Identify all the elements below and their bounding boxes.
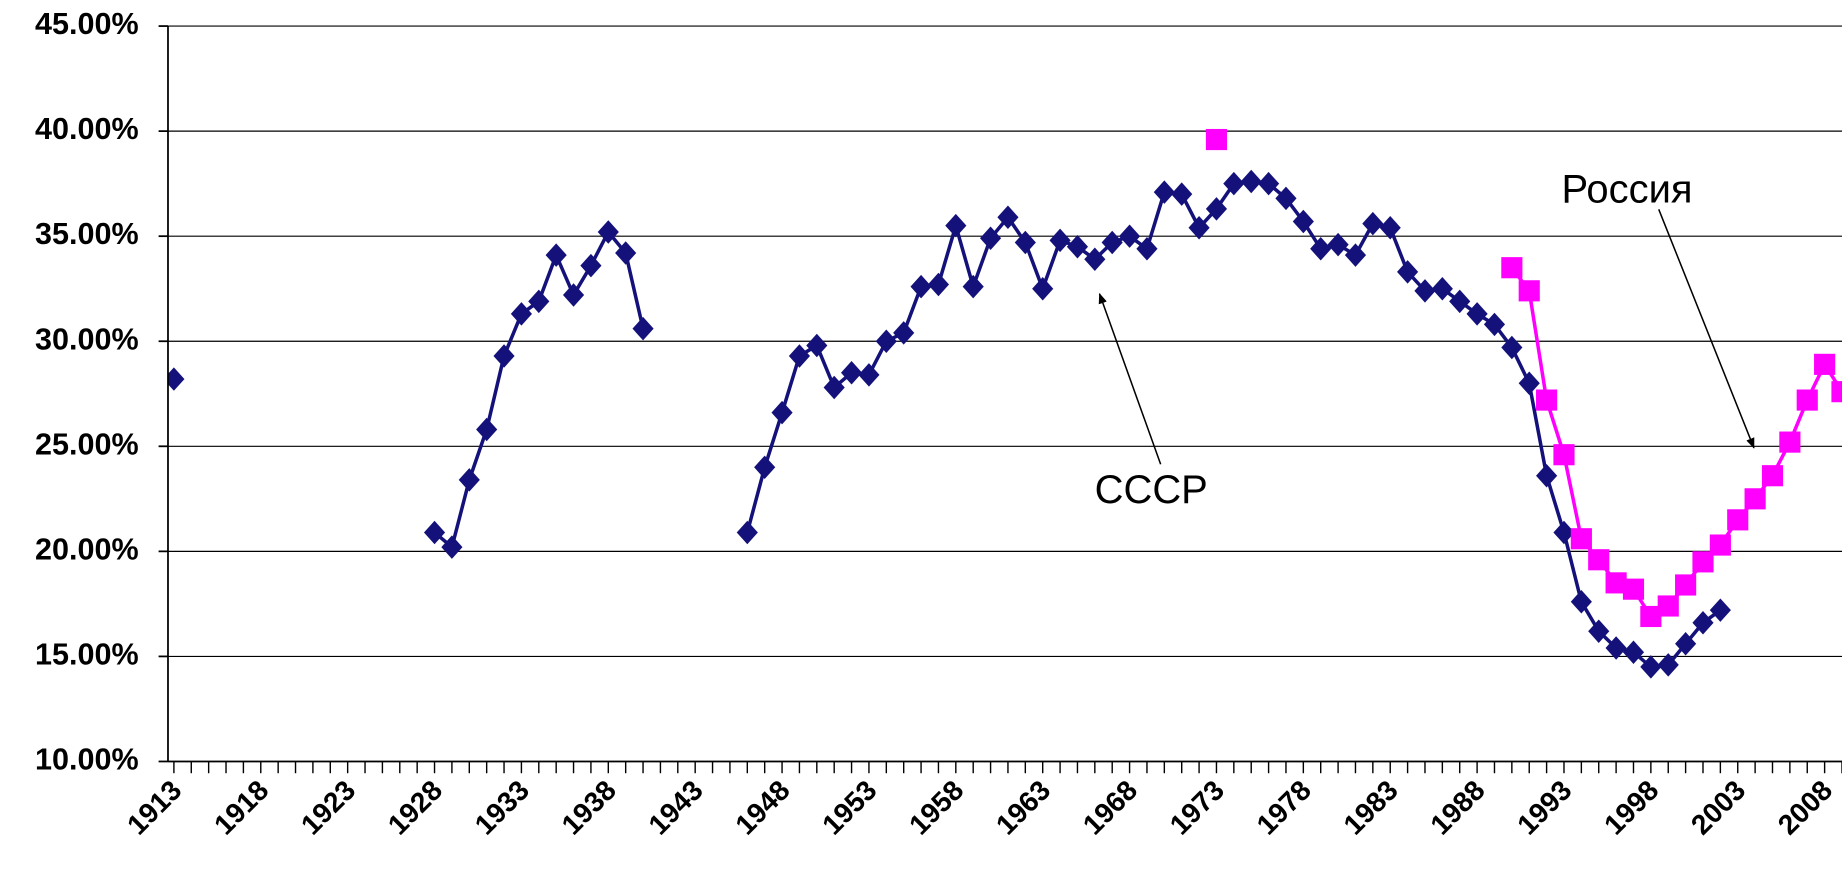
marker xyxy=(1536,389,1558,411)
marker xyxy=(1727,509,1749,531)
marker xyxy=(910,274,932,299)
marker xyxy=(1605,572,1627,594)
y-tick-label: 35.00% xyxy=(35,217,139,251)
marker xyxy=(1622,578,1645,600)
marker xyxy=(1553,444,1575,466)
y-tick-label: 25.00% xyxy=(35,427,139,461)
marker xyxy=(493,344,515,368)
marker xyxy=(1101,230,1123,255)
marker xyxy=(167,367,185,391)
y-tick-label: 40.00% xyxy=(35,112,139,146)
marker xyxy=(597,220,619,244)
marker xyxy=(1084,247,1106,272)
marker xyxy=(1553,520,1575,545)
annotation-arrow xyxy=(1658,209,1755,449)
marker xyxy=(545,243,567,267)
marker xyxy=(1570,528,1592,550)
marker xyxy=(476,417,498,442)
marker xyxy=(1640,605,1662,628)
marker xyxy=(1049,228,1071,253)
marker xyxy=(1570,590,1592,614)
marker xyxy=(1188,216,1210,240)
marker xyxy=(1119,224,1141,248)
plot-area xyxy=(167,128,1842,679)
y-tick-label: 10.00% xyxy=(35,743,139,777)
marker xyxy=(1223,171,1245,196)
marker xyxy=(1501,257,1523,279)
marker xyxy=(754,455,776,480)
marker xyxy=(1362,211,1384,236)
marker xyxy=(1205,197,1228,221)
annotation-arrow xyxy=(1098,292,1162,465)
marker xyxy=(1518,280,1540,302)
y-tick-label: 30.00% xyxy=(35,322,139,356)
marker xyxy=(562,283,585,307)
marker xyxy=(1709,598,1731,622)
marker xyxy=(1761,465,1784,487)
marker xyxy=(1536,463,1558,488)
marker xyxy=(823,375,845,400)
marker xyxy=(858,363,880,387)
marker xyxy=(1692,611,1714,635)
y-tick-label: 15.00% xyxy=(35,637,139,671)
marker xyxy=(632,316,654,341)
marker xyxy=(1622,640,1645,664)
marker xyxy=(1258,171,1280,196)
marker xyxy=(1640,655,1662,679)
annotation: Россия xyxy=(1562,167,1693,211)
marker xyxy=(1205,128,1228,151)
marker xyxy=(1588,549,1610,571)
marker xyxy=(1014,230,1036,255)
marker xyxy=(1675,574,1697,596)
marker xyxy=(771,400,793,425)
marker xyxy=(788,344,811,368)
marker xyxy=(1675,632,1697,656)
y-tick-label: 45.00% xyxy=(35,7,139,41)
marker xyxy=(1605,636,1627,660)
marker xyxy=(1344,243,1367,267)
marker xyxy=(1379,216,1401,240)
marker xyxy=(1796,389,1818,411)
marker xyxy=(736,520,758,545)
marker xyxy=(1744,488,1766,510)
marker xyxy=(1657,595,1679,617)
marker xyxy=(927,272,950,297)
marker xyxy=(1692,551,1714,573)
marker xyxy=(1171,182,1193,206)
marker xyxy=(1831,381,1842,403)
annotation: СССР xyxy=(1095,468,1208,512)
marker xyxy=(875,329,897,353)
marker xyxy=(893,321,915,345)
marker xyxy=(1153,180,1175,204)
y-tick-label: 20.00% xyxy=(35,532,139,566)
marker xyxy=(1779,431,1801,453)
marker xyxy=(1709,534,1731,556)
marker xyxy=(1588,619,1610,643)
marker xyxy=(1327,232,1349,257)
marker xyxy=(1657,653,1679,677)
marker xyxy=(1275,186,1297,211)
marker xyxy=(1814,353,1836,375)
marker xyxy=(1397,260,1419,284)
marker xyxy=(1449,289,1471,314)
